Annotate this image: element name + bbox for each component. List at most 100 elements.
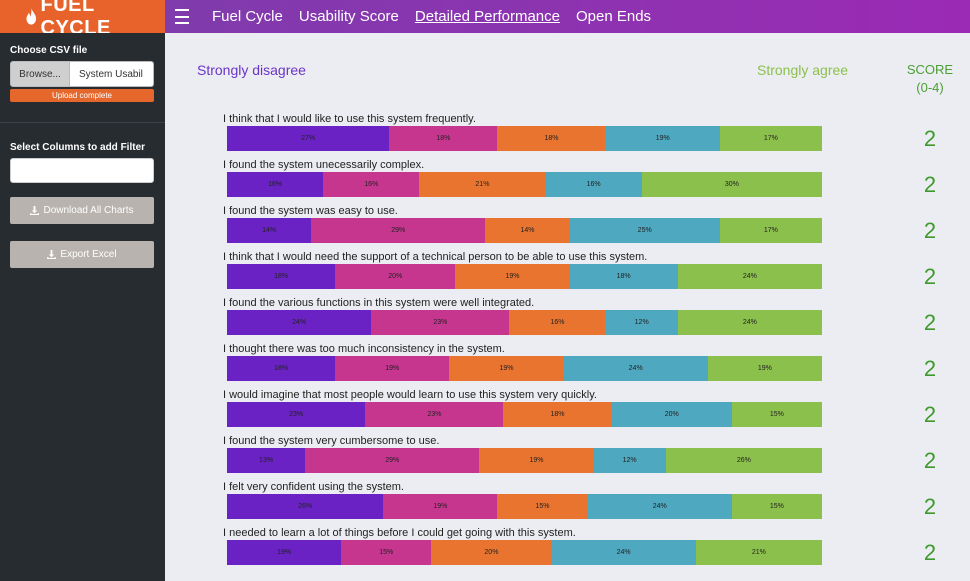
question-row: I found the system very cumbersome to us… [165, 435, 970, 481]
bar-segment: 19% [605, 126, 720, 151]
strongly-disagree-label: Strongly disagree [197, 62, 306, 78]
bar-segment: 19% [449, 356, 564, 381]
bar-segment: 16% [323, 172, 420, 197]
filter-columns-input[interactable] [10, 158, 154, 183]
bar-segment: 20% [611, 402, 732, 427]
bar-segment: 18% [389, 126, 498, 151]
stacked-bar: 24% 23% 16% 12% 24% [227, 310, 822, 335]
sidebar-divider [0, 122, 165, 123]
question-row: I think that I would need the support of… [165, 251, 970, 297]
question-row: I think that I would like to use this sy… [165, 113, 970, 159]
tab-fuel-cycle[interactable]: Fuel Cycle [212, 8, 283, 25]
score-value: 2 [923, 218, 937, 243]
bar-segment: 18% [503, 402, 612, 427]
bar-segment: 27% [227, 126, 390, 151]
bar-segment: 19% [707, 356, 822, 381]
bar-segment: 12% [605, 310, 678, 335]
bar-segment: 14% [227, 218, 312, 243]
bar-segment: 29% [305, 448, 480, 473]
stacked-bar: 23% 23% 18% 20% 15% [227, 402, 822, 427]
score-value: 2 [923, 356, 937, 381]
score-value: 2 [923, 264, 937, 289]
bar-segment: 13% [227, 448, 306, 473]
export-excel-button[interactable]: Export Excel [10, 241, 154, 268]
score-header: SCORE (0-4) [895, 61, 965, 97]
question-text: I thought there was too much inconsisten… [223, 343, 505, 355]
stacked-bar: 18% 20% 19% 18% 24% [227, 264, 822, 289]
stacked-bar: 19% 15% 20% 24% 21% [227, 540, 822, 565]
file-name-field[interactable]: System Usabil [70, 61, 154, 87]
flame-icon [26, 8, 37, 25]
export-label: Export Excel [60, 249, 117, 260]
bar-segment: 17% [719, 126, 822, 151]
bar-segment: 16% [545, 172, 642, 197]
bar-segment: 19% [455, 264, 570, 289]
bar-segment: 15% [341, 540, 432, 565]
question-text: I think that I would need the support of… [223, 251, 648, 263]
score-header-range: (0-4) [916, 80, 944, 95]
file-input[interactable]: Browse... System Usabil [10, 61, 154, 87]
question-row: I found the various functions in this sy… [165, 297, 970, 343]
stacked-bar: 14% 29% 14% 25% 17% [227, 218, 822, 243]
question-text: I felt very confident using the system. [223, 481, 404, 493]
tab-usability-score[interactable]: Usability Score [298, 8, 399, 25]
download-all-charts-button[interactable]: Download All Charts [10, 197, 154, 224]
stacked-bar: 13% 29% 19% 12% 26% [227, 448, 822, 473]
nav-tabs: Fuel Cycle Usability Score Detailed Perf… [212, 0, 651, 33]
stacked-bar: 26% 19% 15% 24% 15% [227, 494, 822, 519]
score-value: 2 [923, 494, 937, 519]
bar-segment: 18% [497, 126, 606, 151]
main-content: Strongly disagree Strongly agree SCORE (… [165, 33, 970, 581]
strongly-agree-label: Strongly agree [757, 62, 849, 78]
question-text: I found the system very cumbersome to us… [223, 435, 440, 447]
bar-segment: 17% [719, 218, 822, 243]
question-row: I found the system unecessarily complex.… [165, 159, 970, 205]
bar-segment: 23% [365, 402, 504, 427]
browse-button[interactable]: Browse... [10, 61, 70, 87]
question-row: I would imagine that most people would l… [165, 389, 970, 435]
question-text: I would imagine that most people would l… [223, 389, 597, 401]
question-text: I think that I would like to use this sy… [223, 113, 476, 125]
brand-logo[interactable]: FUEL CYCLE [0, 0, 165, 39]
bar-segment: 30% [641, 172, 822, 197]
score-value: 2 [923, 126, 937, 151]
bar-segment: 19% [479, 448, 594, 473]
download-label: Download All Charts [43, 205, 134, 216]
stacked-bar: 27% 18% 18% 19% 17% [227, 126, 822, 151]
stacked-bar: 16% 16% 21% 16% 30% [227, 172, 822, 197]
bar-segment: 19% [335, 356, 450, 381]
bar-segment: 29% [311, 218, 486, 243]
question-row: I thought there was too much inconsisten… [165, 343, 970, 389]
upload-progress-bar: Upload complete [10, 89, 154, 102]
bar-segment: 26% [227, 494, 384, 519]
score-value: 2 [923, 172, 937, 197]
score-value: 2 [923, 448, 937, 473]
bar-segment: 24% [587, 494, 732, 519]
question-row: I needed to learn a lot of things before… [165, 527, 970, 573]
filter-label: Select Columns to add Filter [10, 142, 146, 153]
stacked-bar: 18% 19% 19% 24% 19% [227, 356, 822, 381]
bar-segment: 24% [677, 310, 822, 335]
question-row: I found the system was easy to use. 14% 29… [165, 205, 970, 251]
score-header-title: SCORE [906, 62, 954, 77]
bar-segment: 19% [227, 540, 342, 565]
bar-segment: 18% [569, 264, 678, 289]
bar-segment: 16% [227, 172, 324, 197]
bar-segment: 24% [563, 356, 708, 381]
bar-segment: 23% [371, 310, 510, 335]
score-value: 2 [923, 540, 937, 565]
bar-segment: 20% [431, 540, 552, 565]
bar-segment: 19% [383, 494, 498, 519]
bar-segment: 24% [551, 540, 696, 565]
bar-segment: 15% [731, 494, 822, 519]
top-navbar: FUEL CYCLE Fuel Cycle Usability Score De… [0, 0, 970, 39]
bar-segment: 24% [677, 264, 822, 289]
bar-segment: 25% [569, 218, 720, 243]
tab-detailed-performance[interactable]: Detailed Performance [414, 8, 560, 25]
bar-segment: 24% [227, 310, 372, 335]
tab-open-ends[interactable]: Open Ends [575, 8, 652, 25]
question-row: I felt very confident using the system. 2… [165, 481, 970, 527]
menu-toggle-icon[interactable] [175, 9, 189, 24]
bar-segment: 21% [419, 172, 546, 197]
bar-segment: 16% [509, 310, 606, 335]
